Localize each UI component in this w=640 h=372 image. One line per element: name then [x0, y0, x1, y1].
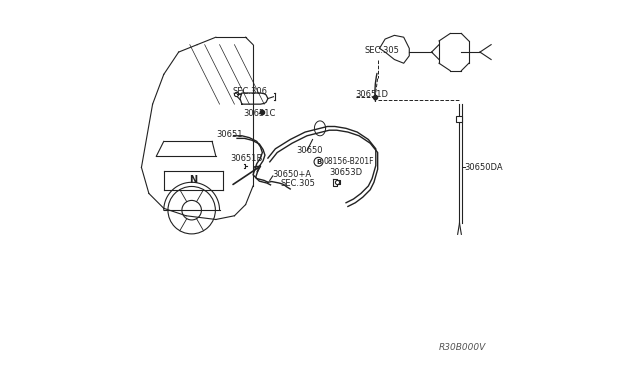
Text: 30650: 30650	[296, 146, 323, 155]
Text: 30651B: 30651B	[231, 154, 263, 163]
Text: 08156-B201F: 08156-B201F	[324, 157, 374, 166]
Text: B: B	[316, 159, 321, 165]
Text: 30651C: 30651C	[244, 109, 276, 118]
Text: SEC.306: SEC.306	[232, 87, 268, 96]
Text: SEC.305: SEC.305	[280, 179, 315, 187]
Text: 30651: 30651	[216, 130, 243, 139]
Text: R30B000V: R30B000V	[438, 343, 486, 352]
Text: SEC.305: SEC.305	[365, 46, 399, 55]
Text: 30651D: 30651D	[355, 90, 388, 99]
Text: 30650DA: 30650DA	[465, 163, 503, 172]
Text: N: N	[189, 176, 198, 185]
Text: 30653D: 30653D	[330, 169, 362, 177]
Text: 30650+A: 30650+A	[273, 170, 312, 179]
